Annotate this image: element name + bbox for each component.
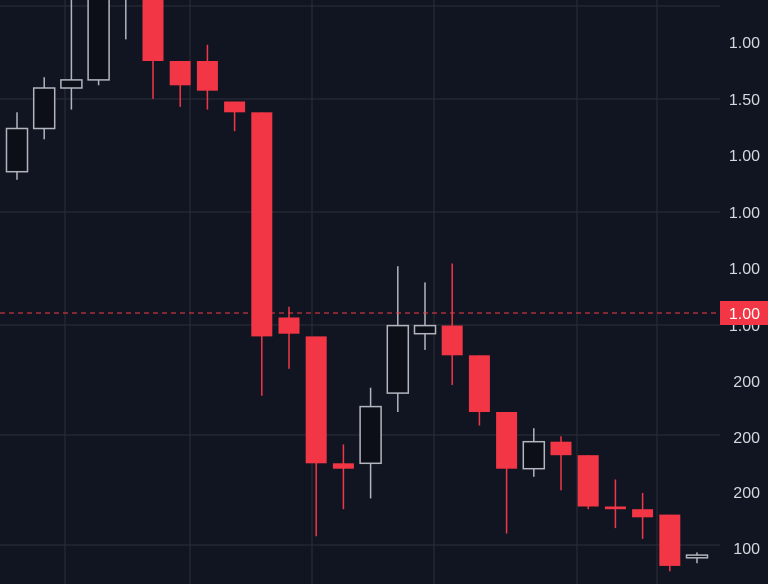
- candle-12[interactable]: [332, 444, 354, 510]
- candle-22[interactable]: [604, 479, 626, 529]
- candle-body-22: [604, 506, 626, 510]
- candle-body-0: [5, 127, 29, 173]
- current-price-tag: [720, 301, 768, 325]
- candle-14[interactable]: [386, 266, 410, 412]
- y-tick-label-9: 100: [733, 541, 760, 558]
- y-tick-label-0: 1.00: [729, 35, 760, 52]
- candle-body-3: [87, 0, 110, 81]
- candle-body-21: [577, 455, 599, 507]
- candle-body-15: [413, 324, 437, 335]
- y-tick-label-2: 1.00: [729, 148, 760, 165]
- candle-body-9: [251, 112, 273, 337]
- candle-body-18: [496, 412, 518, 469]
- candle-19[interactable]: [522, 428, 546, 477]
- candle-body-12: [332, 463, 354, 469]
- candle-15[interactable]: [413, 282, 437, 350]
- candle-layer: [5, 0, 709, 572]
- candle-13[interactable]: [359, 387, 382, 499]
- candle-body-20: [550, 441, 572, 456]
- candle-7[interactable]: [196, 44, 218, 110]
- candle-25[interactable]: [685, 552, 709, 564]
- candle-20[interactable]: [550, 436, 572, 491]
- candle-body-14: [386, 324, 410, 394]
- candle-9[interactable]: [251, 112, 273, 396]
- y-tick-label-8: 200: [733, 485, 760, 502]
- candle-5[interactable]: [142, 0, 164, 99]
- candle-body-23: [632, 509, 654, 518]
- candle-4[interactable]: [115, 0, 136, 40]
- candle-body-1: [32, 87, 56, 130]
- candle-body-17: [468, 355, 490, 412]
- candle-body-6: [169, 61, 191, 86]
- candle-24[interactable]: [659, 514, 681, 572]
- candle-10[interactable]: [278, 306, 300, 369]
- candle-body-19: [522, 440, 546, 470]
- candle-body-7: [196, 61, 218, 91]
- candle-18[interactable]: [496, 412, 518, 534]
- candle-23[interactable]: [632, 493, 654, 539]
- candle-6[interactable]: [169, 61, 191, 107]
- candle-body-16: [441, 325, 463, 356]
- y-tick-label-3: 1.00: [729, 205, 760, 222]
- y-tick-label-6: 200: [733, 374, 760, 391]
- candle-1[interactable]: [32, 77, 56, 140]
- candle-17[interactable]: [468, 355, 490, 426]
- candle-11[interactable]: [305, 336, 327, 537]
- candle-8[interactable]: [224, 101, 246, 132]
- candle-2[interactable]: [60, 0, 83, 110]
- y-tick-label-1: 1.50: [729, 92, 760, 109]
- candle-body-8: [224, 101, 246, 113]
- candle-body-24: [659, 514, 681, 566]
- candle-body-2: [60, 79, 83, 89]
- candle-0[interactable]: [5, 112, 29, 180]
- grid-layer: [0, 0, 720, 584]
- current-price-label: 1.00: [729, 306, 760, 323]
- y-tick-label-4: 1.00: [729, 261, 760, 278]
- candle-body-13: [359, 405, 382, 465]
- candle-16[interactable]: [441, 263, 463, 386]
- candle-body-10: [278, 317, 300, 334]
- candle-21[interactable]: [577, 455, 599, 510]
- candle-3[interactable]: [87, 0, 110, 86]
- y-tick-label-7: 200: [733, 430, 760, 447]
- candle-body-11: [305, 336, 327, 464]
- candle-body-25: [685, 554, 709, 559]
- candle-body-5: [142, 0, 164, 61]
